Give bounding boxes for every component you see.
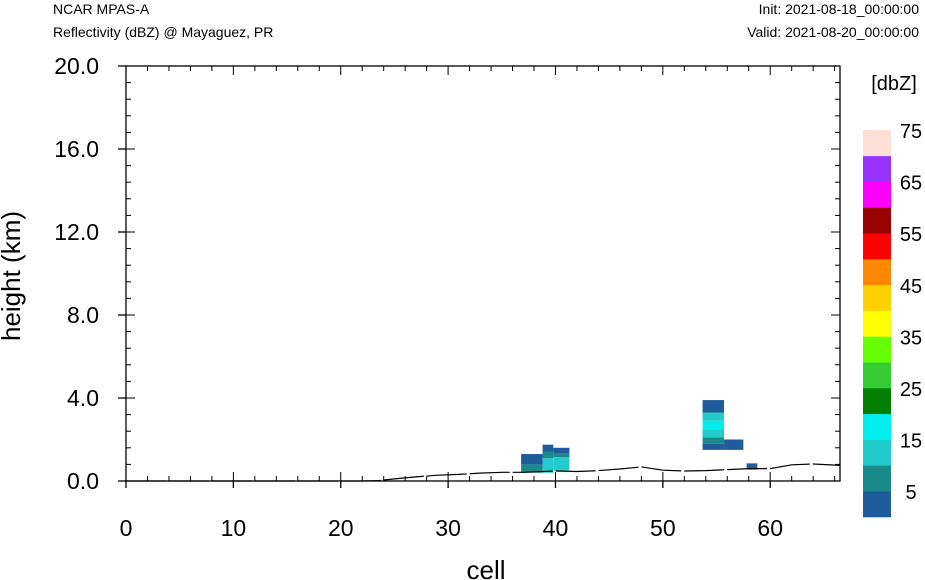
colorbar-label: 15 <box>900 431 922 453</box>
y-tick-label: 12.0 <box>54 219 99 245</box>
x-tick-label: 50 <box>650 515 676 541</box>
colorbar-swatch <box>863 207 891 234</box>
reflectivity-cell <box>724 439 744 450</box>
field-title: Reflectivity (dBZ) @ Mayaguez, PR <box>53 24 274 40</box>
colorbar-label: 35 <box>900 327 922 349</box>
colorbar-swatch <box>863 259 891 286</box>
x-tick-label: 40 <box>543 515 569 541</box>
colorbar-swatch <box>863 491 891 518</box>
colorbar-label: 25 <box>900 379 922 401</box>
reflectivity-cell <box>702 400 725 413</box>
valid-time: Valid: 2021-08-20_00:00:00 <box>747 24 919 40</box>
reflectivity-cell <box>702 437 725 444</box>
reflectivity-cell <box>553 447 570 453</box>
x-tick-label: 30 <box>435 515 461 541</box>
reflectivity-cell <box>702 420 725 430</box>
colorbar-swatch <box>863 130 891 157</box>
reflectivity-cell <box>702 443 725 450</box>
plot-frame <box>125 65 841 482</box>
colorbar-swatch <box>863 362 891 389</box>
reflectivity-cell <box>542 451 554 459</box>
x-tick-label: 10 <box>221 515 247 541</box>
init-time: Init: 2021-08-18_00:00:00 <box>758 1 919 17</box>
colorbar-swatch <box>863 310 891 337</box>
model-title: NCAR MPAS-A <box>53 1 150 17</box>
colorbar-swatch <box>863 284 891 311</box>
x-tick-label: 0 <box>120 515 133 541</box>
y-tick-label: 16.0 <box>54 136 99 162</box>
colorbar-swatch <box>863 155 891 182</box>
colorbar-label: 45 <box>900 276 922 298</box>
colorbar-swatch <box>863 413 891 440</box>
y-tick-label: 0.0 <box>67 468 99 494</box>
reflectivity-cell <box>542 458 554 473</box>
x-axis-label: cell <box>466 555 505 580</box>
reflectivity-cell <box>702 429 725 438</box>
reflectivity-cell <box>553 457 570 471</box>
terrain-line <box>126 463 841 482</box>
colorbar-swatch <box>863 465 891 492</box>
reflectivity-cell <box>542 444 554 452</box>
colorbar-swatch <box>863 181 891 208</box>
colorbar-swatch <box>863 336 891 363</box>
x-tick-label: 20 <box>328 515 354 541</box>
reflectivity-cell <box>553 452 570 458</box>
reflectivity-cell <box>746 463 758 470</box>
reflectivity-cell <box>521 454 543 465</box>
colorbar-swatch <box>863 233 891 260</box>
colorbar-label: 55 <box>900 224 922 246</box>
colorbar-swatch <box>863 388 891 415</box>
colorbar-title: [dbZ] <box>871 73 917 95</box>
y-tick-label: 4.0 <box>67 385 99 411</box>
y-tick-label: 20.0 <box>54 53 99 79</box>
y-tick-label: 8.0 <box>67 302 99 328</box>
colorbar-label: 65 <box>900 173 922 195</box>
colorbar-label: 75 <box>900 121 922 143</box>
reflectivity-cell <box>702 412 725 421</box>
colorbar-swatch <box>863 439 891 466</box>
colorbar-label: 5 <box>905 482 916 504</box>
reflectivity-cell <box>521 464 543 473</box>
x-tick-label: 60 <box>757 515 783 541</box>
y-axis-label: height (km) <box>0 211 26 341</box>
